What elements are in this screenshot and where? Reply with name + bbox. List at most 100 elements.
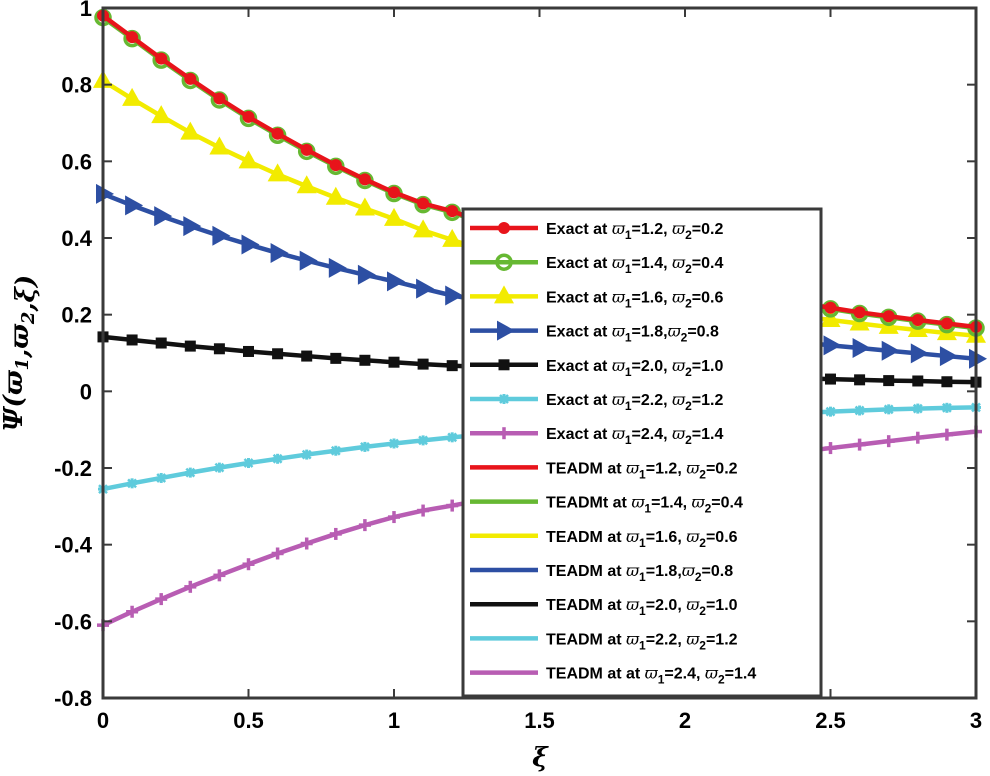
legend-symbol: ϖ — [672, 424, 686, 443]
y-axis-label-part: ,ξ) — [11, 275, 41, 313]
legend-text-part: Exact at — [546, 289, 612, 306]
legend-text-part: Exact at — [546, 255, 612, 272]
data-point — [498, 359, 510, 371]
data-point — [499, 394, 509, 404]
legend-label: Exact at ϖ1=1.4, ϖ2=0.4 — [546, 253, 723, 276]
legend-text-part: TEADMt at — [546, 495, 631, 512]
legend-subscript: 2 — [695, 570, 702, 584]
data-point — [96, 183, 114, 204]
x-tick-label: 2.5 — [815, 708, 846, 733]
data-point — [883, 375, 895, 387]
legend-subscript: 2 — [705, 502, 712, 516]
data-point — [154, 206, 173, 227]
data-point — [854, 374, 866, 386]
data-point — [939, 346, 958, 367]
legend-label: TEADM at ϖ1=1.2, ϖ2=0.2 — [546, 458, 738, 481]
legend-text-part: =1.6, — [646, 529, 686, 546]
data-point — [243, 458, 254, 468]
legend-subscript: 2 — [685, 262, 692, 276]
legend-symbol: ϖ — [692, 493, 706, 512]
legend-text-part: =1.6, — [632, 289, 672, 306]
y-axis-label-part: ,ϖ — [5, 323, 35, 359]
data-point — [270, 242, 289, 263]
legend-entry: Exact at ϖ1=1.2, ϖ2=0.2 — [470, 219, 723, 242]
y-axis-label-part: 1 — [12, 358, 33, 371]
legend-subscript: 1 — [639, 638, 646, 652]
legend-text-part: TEADM at — [546, 460, 626, 477]
data-point — [155, 337, 167, 349]
data-point — [417, 358, 429, 370]
legend-entry: Exact at ϖ1=2.0, ϖ2=1.0 — [470, 356, 723, 379]
data-point — [881, 340, 900, 361]
legend-text-part: =1.4, — [651, 495, 691, 512]
legend-symbol: ϖ — [612, 219, 626, 238]
legend-text-part: =0.2 — [706, 460, 738, 477]
legend-text-part: Exact at — [546, 358, 612, 375]
legend-entry: TEADMt at ϖ1=1.4, ϖ2=0.4 — [470, 493, 743, 516]
legend-symbol: ϖ — [672, 287, 686, 306]
legend-text-part: =2.2, — [632, 392, 672, 409]
legend-subscript: 1 — [625, 228, 632, 242]
legend-label: TEADM at at ϖ1=2.4, ϖ2=1.4 — [546, 664, 756, 687]
x-tick-label: 0 — [97, 708, 109, 733]
data-point — [354, 197, 375, 216]
legend-subscript: 1 — [625, 262, 632, 276]
legend-symbol: ϖ — [612, 322, 626, 341]
legend-label: Exact at ϖ1=1.8,ϖ2=0.8 — [546, 322, 719, 345]
legend-symbol: ϖ — [668, 322, 682, 341]
legend-entry: TEADM at ϖ1=1.8,ϖ2=0.8 — [470, 561, 733, 584]
legend-label: TEADM at ϖ1=2.0, ϖ2=1.0 — [546, 595, 738, 618]
legend-subscript: 2 — [685, 296, 692, 310]
data-point — [495, 253, 513, 271]
legend-text-part: =0.6 — [692, 289, 724, 306]
legend-text-part: Exact at — [546, 221, 612, 238]
legend-text-part: Exact at — [546, 392, 612, 409]
legend-symbol: ϖ — [612, 390, 626, 409]
legend-entry: Exact at ϖ1=1.4, ϖ2=0.4 — [470, 253, 723, 276]
legend-subscript: 2 — [699, 638, 706, 652]
legend-entry: Exact at ϖ1=2.4, ϖ2=1.4 — [470, 424, 723, 447]
data-point — [213, 343, 225, 355]
legend-symbol: ϖ — [626, 595, 640, 614]
legend-text-part: TEADM at — [546, 563, 626, 580]
legend-subscript: 1 — [639, 536, 646, 550]
data-point — [416, 278, 435, 299]
data-point — [446, 360, 458, 372]
data-point — [296, 175, 317, 194]
legend-text-part: =0.4 — [692, 255, 724, 272]
legend-text-part: =1.2, — [646, 460, 686, 477]
data-point — [325, 186, 346, 205]
legend-symbol: ϖ — [672, 219, 686, 238]
y-tick-label: -0.8 — [54, 686, 92, 711]
legend-text-part: =2.2, — [646, 631, 686, 648]
legend-symbol: ϖ — [645, 664, 659, 683]
legend-entry: TEADM at ϖ1=1.6, ϖ2=0.6 — [470, 527, 738, 550]
legend-subscript: 2 — [699, 604, 706, 618]
legend-symbol: ϖ — [612, 253, 626, 272]
data-point — [912, 403, 923, 414]
legend-symbol: ϖ — [612, 287, 626, 306]
legend-entry: Exact at ϖ1=1.8,ϖ2=0.8 — [470, 320, 719, 345]
legend-text-part: TEADM at at — [546, 666, 645, 683]
legend-text-part: =1.2, — [632, 221, 672, 238]
x-axis-label: ξ — [532, 743, 549, 773]
data-point — [209, 136, 230, 155]
data-point — [387, 271, 405, 292]
legend-text-part: =2.0, — [646, 597, 686, 614]
data-point — [151, 105, 172, 124]
data-point — [883, 404, 894, 415]
data-point — [910, 343, 929, 364]
legend-symbol: ϖ — [682, 561, 696, 580]
legend-symbol: ϖ — [612, 424, 626, 443]
y-tick-label: 0.4 — [61, 226, 92, 251]
x-tick-label: 1.5 — [524, 708, 555, 733]
legend-text-part: TEADM at — [546, 529, 626, 546]
data-point — [184, 340, 196, 352]
data-point — [388, 356, 400, 368]
data-point — [912, 375, 924, 387]
legend-label: TEADM at ϖ1=2.2, ϖ2=1.2 — [546, 629, 738, 652]
legend-symbol: ϖ — [626, 629, 640, 648]
legend-label: Exact at ϖ1=2.2, ϖ2=1.2 — [546, 390, 723, 413]
data-point — [330, 445, 341, 456]
data-point — [241, 234, 260, 255]
